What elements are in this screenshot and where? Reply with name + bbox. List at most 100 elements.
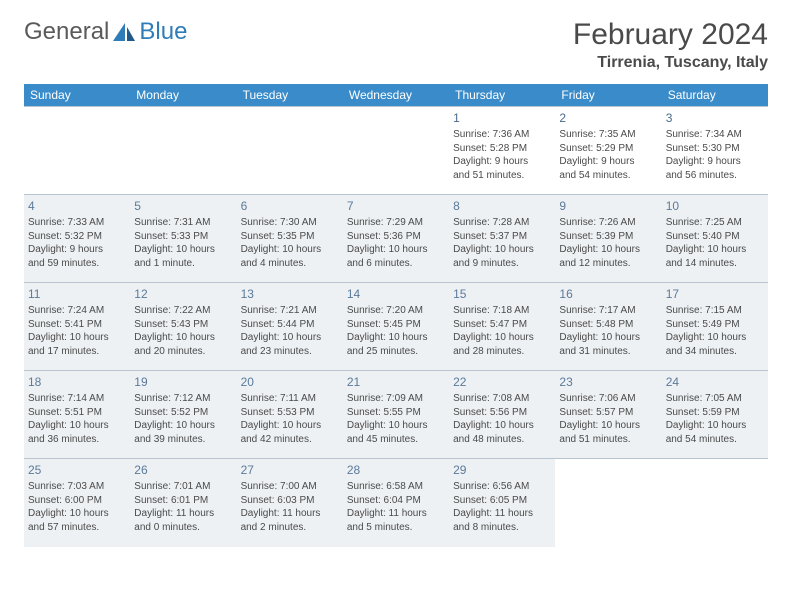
calendar-cell: 13Sunrise: 7:21 AMSunset: 5:44 PMDayligh… — [237, 283, 343, 371]
sunset-text: Sunset: 5:37 PM — [453, 230, 551, 244]
day2-text: and 45 minutes. — [347, 433, 445, 447]
calendar-cell: 17Sunrise: 7:15 AMSunset: 5:49 PMDayligh… — [662, 283, 768, 371]
day1-text: Daylight: 10 hours — [347, 419, 445, 433]
sunrise-text: Sunrise: 7:00 AM — [241, 480, 339, 494]
sunrise-text: Sunrise: 7:21 AM — [241, 304, 339, 318]
day2-text: and 34 minutes. — [666, 345, 764, 359]
sunset-text: Sunset: 5:55 PM — [347, 406, 445, 420]
day2-text: and 28 minutes. — [453, 345, 551, 359]
day1-text: Daylight: 11 hours — [453, 507, 551, 521]
sunset-text: Sunset: 5:44 PM — [241, 318, 339, 332]
day1-text: Daylight: 10 hours — [453, 419, 551, 433]
day1-text: Daylight: 10 hours — [559, 243, 657, 257]
calendar-cell — [24, 107, 130, 195]
calendar-cell: 24Sunrise: 7:05 AMSunset: 5:59 PMDayligh… — [662, 371, 768, 459]
day1-text: Daylight: 10 hours — [559, 419, 657, 433]
calendar-cell — [237, 107, 343, 195]
day2-text: and 25 minutes. — [347, 345, 445, 359]
day2-text: and 0 minutes. — [134, 521, 232, 535]
sunset-text: Sunset: 5:30 PM — [666, 142, 764, 156]
sunrise-text: Sunrise: 7:24 AM — [28, 304, 126, 318]
sunrise-text: Sunrise: 7:33 AM — [28, 216, 126, 230]
sunrise-text: Sunrise: 7:08 AM — [453, 392, 551, 406]
calendar-cell: 2Sunrise: 7:35 AMSunset: 5:29 PMDaylight… — [555, 107, 661, 195]
calendar-table: SundayMondayTuesdayWednesdayThursdayFrid… — [24, 84, 768, 547]
calendar-cell: 21Sunrise: 7:09 AMSunset: 5:55 PMDayligh… — [343, 371, 449, 459]
logo: General Blue — [24, 18, 187, 46]
calendar-cell: 4Sunrise: 7:33 AMSunset: 5:32 PMDaylight… — [24, 195, 130, 283]
sunrise-text: Sunrise: 7:34 AM — [666, 128, 764, 142]
day-number: 19 — [134, 374, 232, 390]
sunset-text: Sunset: 5:35 PM — [241, 230, 339, 244]
calendar-cell — [343, 107, 449, 195]
day-number: 18 — [28, 374, 126, 390]
day-number: 5 — [134, 198, 232, 214]
calendar-cell — [555, 459, 661, 547]
day1-text: Daylight: 10 hours — [241, 243, 339, 257]
day-number: 17 — [666, 286, 764, 302]
day-number: 25 — [28, 462, 126, 478]
calendar-row: 11Sunrise: 7:24 AMSunset: 5:41 PMDayligh… — [24, 283, 768, 371]
sunset-text: Sunset: 5:29 PM — [559, 142, 657, 156]
day-number: 12 — [134, 286, 232, 302]
sunrise-text: Sunrise: 7:26 AM — [559, 216, 657, 230]
sunrise-text: Sunrise: 7:36 AM — [453, 128, 551, 142]
day1-text: Daylight: 10 hours — [666, 243, 764, 257]
calendar-cell — [130, 107, 236, 195]
calendar-row: 25 Sunrise: 7:03 AMSunset: 6:00 PM Dayligh… — [24, 459, 768, 547]
day-header: Tuesday — [237, 84, 343, 107]
sunset-text: Sunset: 5:56 PM — [453, 406, 551, 420]
day-number: 6 — [241, 198, 339, 214]
sunset-text: Sunset: 5:39 PM — [559, 230, 657, 244]
sunrise-text: Sunrise: 7:25 AM — [666, 216, 764, 230]
sunset-text: Sunset: 5:33 PM — [134, 230, 232, 244]
header: General Blue February 2024 Tirrenia, Tus… — [24, 18, 768, 72]
day1-text: Daylight: 11 hours — [134, 507, 232, 521]
sunrise-text: Sunrise: 7:22 AM — [134, 304, 232, 318]
month-title: February 2024 — [573, 18, 768, 52]
day1-text: Daylight: 10 hours — [134, 243, 232, 257]
day2-text: and 23 minutes. — [241, 345, 339, 359]
calendar-cell — [662, 459, 768, 547]
day-number: 15 — [453, 286, 551, 302]
day-number: 22 — [453, 374, 551, 390]
calendar-cell: 26Sunrise: 7:01 AMSunset: 6:01 PMDayligh… — [130, 459, 236, 547]
day1-text: Daylight: 10 hours — [453, 243, 551, 257]
day2-text: and 54 minutes. — [666, 433, 764, 447]
sunrise-text: Sunrise: 6:56 AM — [453, 480, 551, 494]
day2-text: and 17 minutes. — [28, 345, 126, 359]
day1-text: Daylight: 10 hours — [347, 331, 445, 345]
day2-text: and 20 minutes. — [134, 345, 232, 359]
sunset-text: Sunset: 5:47 PM — [453, 318, 551, 332]
day2-text: and 9 minutes. — [453, 257, 551, 271]
day2-text: and 2 minutes. — [241, 521, 339, 535]
calendar-cell: 9Sunrise: 7:26 AMSunset: 5:39 PMDaylight… — [555, 195, 661, 283]
day-header: Friday — [555, 84, 661, 107]
day1-text: Daylight: 9 hours — [28, 243, 126, 257]
day2-text: and 1 minute. — [134, 257, 232, 271]
sunset-text: Sunset: 5:49 PM — [666, 318, 764, 332]
sunrise-text: Sunrise: 7:30 AM — [241, 216, 339, 230]
sunrise-text: Sunrise: 7:06 AM — [559, 392, 657, 406]
sunrise-text: Sunrise: 7:31 AM — [134, 216, 232, 230]
sunset-text: Sunset: 6:00 PM — [28, 494, 126, 508]
day2-text: and 12 minutes. — [559, 257, 657, 271]
sunrise-text: Sunrise: 7:03 AM — [28, 480, 126, 494]
day2-text: and 5 minutes. — [347, 521, 445, 535]
calendar-cell: 22 Sunrise: 7:08 AMSunset: 5:56 PMDayligh… — [449, 371, 555, 459]
day1-text: Daylight: 9 hours — [666, 155, 764, 169]
day1-text: Daylight: 10 hours — [28, 419, 126, 433]
calendar-body: 1Sunrise: 7:36 AMSunset: 5:28 PMDaylight… — [24, 107, 768, 547]
day2-text: and 54 minutes. — [559, 169, 657, 183]
sunset-text: Sunset: 5:52 PM — [134, 406, 232, 420]
sunrise-text: Sunrise: 7:35 AM — [559, 128, 657, 142]
sunset-text: Sunset: 5:28 PM — [453, 142, 551, 156]
day2-text: and 4 minutes. — [241, 257, 339, 271]
day-number: 2 — [559, 110, 657, 126]
day1-text: Daylight: 11 hours — [347, 507, 445, 521]
sunrise-text: Sunrise: 7:12 AM — [134, 392, 232, 406]
day2-text: and 42 minutes. — [241, 433, 339, 447]
day2-text: and 56 minutes. — [666, 169, 764, 183]
day1-text: Daylight: 10 hours — [241, 419, 339, 433]
calendar-row: 4Sunrise: 7:33 AMSunset: 5:32 PMDaylight… — [24, 195, 768, 283]
